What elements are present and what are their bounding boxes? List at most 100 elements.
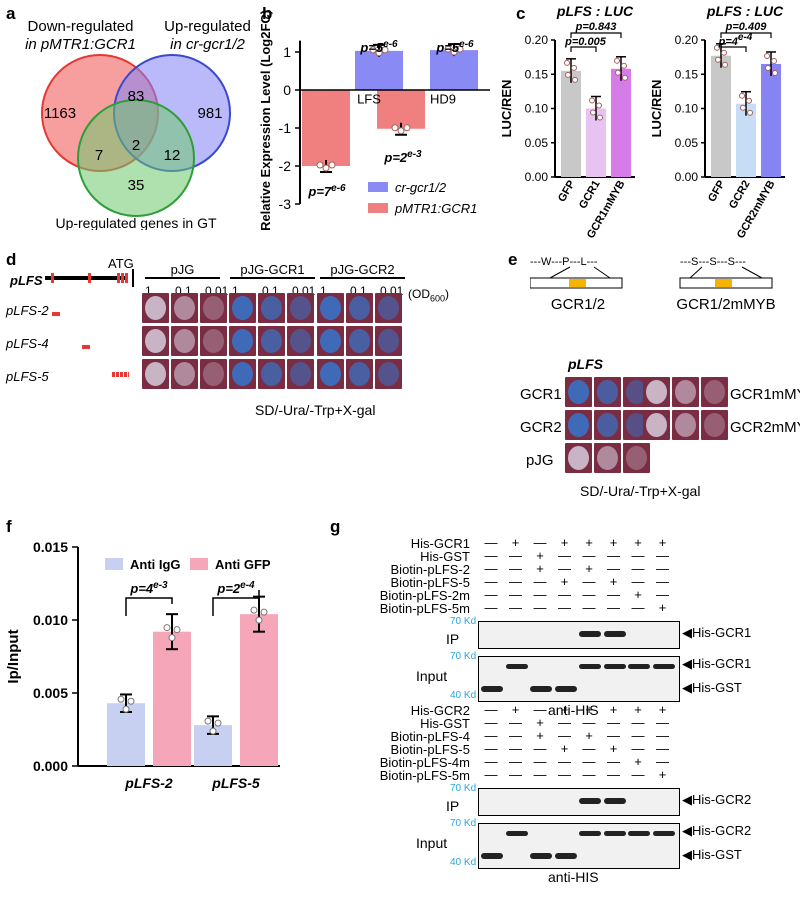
lane-sign: +: [658, 767, 667, 782]
construct1-myb: [569, 279, 586, 287]
construct2-myb: [715, 279, 732, 287]
y-tick-label: 0.000: [33, 758, 68, 774]
colony: [203, 329, 224, 353]
y-tick-label: 0.20: [675, 33, 699, 47]
yeast-spot: [200, 359, 227, 389]
data-point: [622, 74, 628, 81]
pval-left-1: p=0.843: [575, 21, 617, 33]
lane-sign: —: [509, 741, 522, 756]
lane-sign: +: [609, 702, 618, 717]
data-point: [381, 46, 389, 54]
lane-sign: —: [607, 754, 620, 769]
lane-sign: —: [484, 561, 498, 576]
data-point: [714, 44, 720, 51]
venn-count-blue-only: 981: [197, 105, 222, 122]
lane-sign: —: [656, 561, 669, 576]
input-band-gcr: [628, 664, 650, 669]
yeast-spot: [375, 293, 402, 323]
lane-sign: —: [582, 715, 596, 730]
data-point: [214, 719, 222, 727]
y-tick-label: -1: [279, 120, 292, 136]
input-protein-label: ◀His-GCR2: [682, 823, 752, 838]
y-tick-label: 0.10: [525, 102, 549, 116]
lane-sign: —: [484, 728, 498, 743]
data-point: [122, 705, 130, 713]
colony: [646, 380, 667, 404]
lane-sign: —: [631, 600, 645, 615]
blot-row-label-gcr2: His-GCR2: [410, 703, 470, 718]
panel-label-c: c: [516, 4, 526, 23]
yeast-spot: [142, 326, 169, 356]
legend-label-gfp: Anti GFP: [215, 557, 271, 572]
lane-sign: —: [631, 715, 645, 730]
lane-sign: +: [560, 535, 569, 550]
lane-sign: —: [631, 561, 645, 576]
venn-gt-label: Up-regulated genes in GT: [55, 215, 217, 230]
x-cat-label: GFP: [556, 179, 578, 205]
colony: [378, 329, 399, 353]
motif-mark: [117, 273, 120, 283]
yeast-spot: [565, 410, 592, 440]
y-tick-label: 0.00: [525, 170, 549, 184]
fragment-2: [52, 312, 60, 316]
data-point: [621, 62, 627, 69]
legend-swatch-igg: [105, 558, 123, 570]
legend-swatch-gfp: [190, 558, 208, 570]
blot-row-label-gcr2: Biotin-pLFS-4: [390, 729, 470, 744]
lane-sign: +: [560, 574, 569, 589]
yeast-spot: [229, 359, 256, 389]
data-point: [596, 102, 602, 109]
input-protein-label: ◀His-GCR1: [682, 656, 752, 671]
data-point: [746, 97, 752, 104]
lane-sign: —: [509, 715, 522, 730]
yeast-spot: [229, 293, 256, 323]
yeast-spot: [565, 443, 592, 473]
yeast-spot: [258, 326, 285, 356]
lane-sign: —: [607, 715, 620, 730]
yeast-spot: [594, 410, 621, 440]
sig-bracket: [570, 46, 597, 52]
dilution-label: 1: [320, 284, 327, 298]
lane-sign: —: [558, 600, 571, 615]
data-point: [369, 46, 377, 54]
bar-gfp: [711, 55, 731, 177]
lane-sign: —: [607, 600, 620, 615]
lane-sign: —: [631, 548, 645, 563]
medium-label-e: SD/-Ura/-Trp+X-gal: [580, 483, 701, 499]
ip-band: [603, 631, 626, 637]
lane-sign: —: [631, 574, 645, 589]
lane-sign: +: [585, 535, 593, 550]
lane-sign: +: [658, 702, 667, 717]
data-point: [316, 161, 324, 169]
colony: [597, 446, 618, 470]
sig-bracket: [720, 32, 772, 38]
input-band-gcr: [579, 831, 601, 836]
data-point: [615, 69, 621, 76]
lane-sign: +: [609, 574, 618, 589]
y-axis-label: Relative Expression Level (Log2FC): [258, 10, 273, 231]
yeast-spot: [623, 443, 650, 473]
venn-diagram: 1163 83 981 2 7 12 35 Up-regulated genes…: [41, 54, 231, 230]
colony: [568, 446, 589, 470]
data-point: [721, 49, 727, 56]
lane-sign: —: [484, 741, 498, 756]
data-point: [250, 606, 258, 614]
data-point: [168, 634, 176, 642]
input-band-gcr: [652, 831, 675, 836]
input-blot-gcr2: [478, 823, 680, 869]
y-tick-label: 0.010: [33, 612, 68, 628]
colony: [349, 362, 370, 386]
motif-mark: [125, 273, 128, 283]
ip-band: [579, 631, 601, 637]
input-label: Input: [416, 668, 448, 684]
lane-sign: —: [533, 587, 547, 602]
yeast-spot: [594, 443, 621, 473]
yeast-spot: [200, 326, 227, 356]
input-band-gcr: [603, 664, 626, 669]
motif1-line-left: [549, 266, 571, 279]
data-point: [375, 49, 383, 57]
blot-row-label-gcr1: Biotin-pLFS-5: [390, 575, 470, 590]
panel-label-d: d: [6, 250, 17, 269]
bar-gcr1: [586, 108, 606, 177]
data-point: [722, 61, 728, 68]
